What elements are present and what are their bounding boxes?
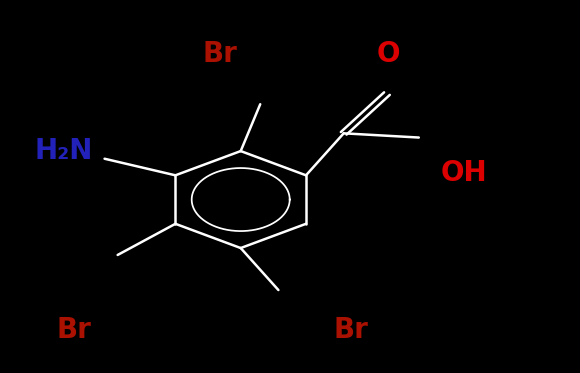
Text: O: O bbox=[377, 40, 400, 68]
Text: OH: OH bbox=[441, 159, 487, 188]
Text: Br: Br bbox=[334, 316, 368, 344]
Text: Br: Br bbox=[57, 316, 92, 344]
Text: H₂N: H₂N bbox=[35, 137, 93, 165]
Text: Br: Br bbox=[203, 40, 238, 68]
